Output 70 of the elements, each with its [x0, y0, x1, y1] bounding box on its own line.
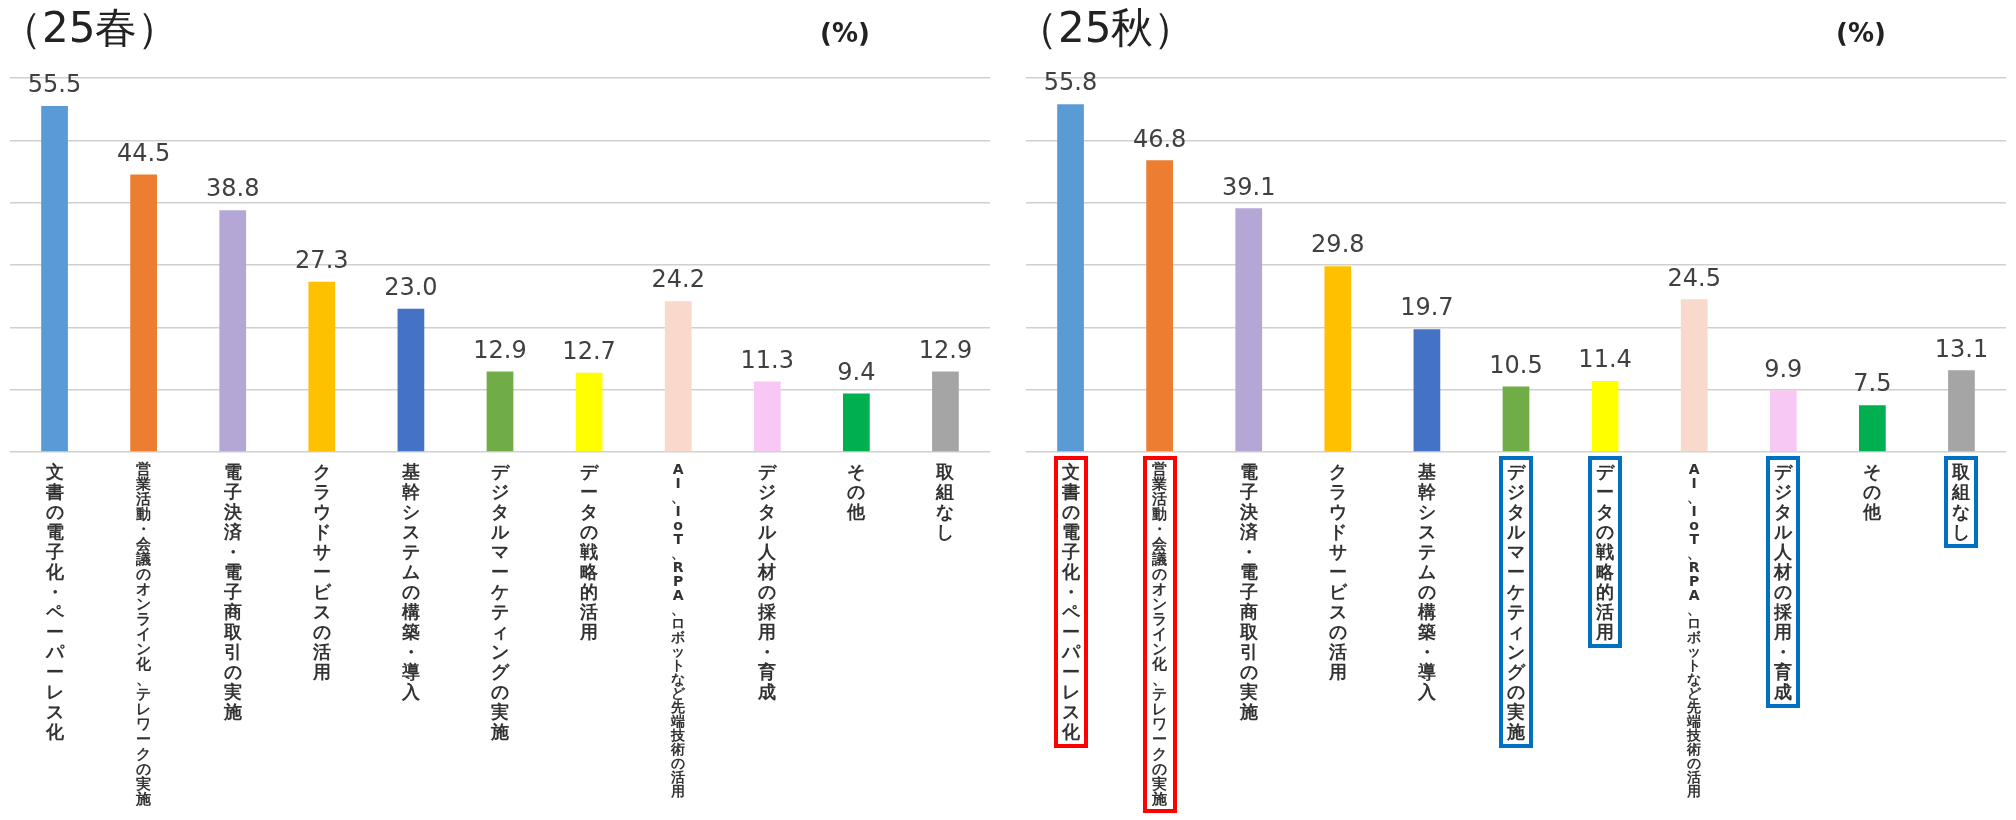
data-label: 29.8	[1311, 230, 1365, 259]
data-label: 46.8	[1132, 124, 1187, 153]
y-axis-title: (%)	[820, 18, 870, 48]
data-label: 9.4	[837, 357, 876, 386]
bar	[932, 371, 959, 452]
chart-title: （25秋）	[1016, 2, 1196, 54]
data-label: 12.9	[918, 335, 973, 364]
bar	[219, 210, 247, 452]
data-label: 27.3	[295, 246, 349, 275]
bar	[1680, 299, 1708, 452]
category-label: AI、IoT、RPA、ロボットなど先端技術の活用	[1687, 461, 1702, 799]
category-label: 文書の電子化・ペーパーレス化	[45, 461, 64, 742]
category-label: 文書の電子化・ペーパーレス化	[1061, 461, 1080, 742]
bar	[486, 371, 514, 452]
bar	[1502, 386, 1530, 452]
data-label: 11.3	[740, 345, 794, 374]
category-label: AI、IoT、RPA、ロボットなど先端技術の活用	[671, 461, 686, 799]
data-label: 12.7	[562, 337, 616, 366]
category-label: 基幹システムの構築・導入	[1417, 461, 1436, 702]
category-label: クラウドサービスの活用	[312, 461, 331, 682]
bar	[664, 301, 692, 452]
x-tick-label: 取組なし	[934, 461, 956, 542]
category-label: デジタルマーケティングの実施	[491, 461, 509, 742]
data-label: 10.5	[1489, 350, 1543, 379]
category-label: 営業活動・会議のオンライン化、テレワークの実施	[136, 460, 152, 808]
bar	[1235, 208, 1263, 452]
data-label: 39.1	[1222, 172, 1276, 201]
x-tick-label: 取組なし	[1950, 461, 1972, 542]
data-label: 23.0	[384, 272, 438, 301]
category-label: データの戦略的活用	[1596, 461, 1615, 642]
bar	[1413, 329, 1441, 452]
data-label: 24.2	[651, 265, 705, 294]
data-label: 19.7	[1400, 293, 1454, 322]
data-label: 13.1	[1934, 334, 1989, 363]
data-label: 38.8	[206, 174, 260, 203]
data-label: 9.9	[1764, 354, 1803, 383]
category-label: 営業活動・会議のオンライン化、テレワークの実施	[1152, 460, 1168, 808]
bar	[1948, 370, 1975, 452]
category-label: デジタル人材の採用・育成	[758, 461, 777, 702]
bar	[1769, 390, 1797, 452]
category-label: データの戦略的活用	[580, 461, 599, 642]
category-label: クラウドサービスの活用	[1328, 461, 1347, 682]
x-tick-label: その他	[845, 461, 867, 522]
data-label: 12.9	[473, 335, 527, 364]
bar	[753, 381, 781, 452]
category-label: 基幹システムの構築・導入	[401, 461, 420, 702]
bar	[843, 393, 870, 452]
bar	[1324, 266, 1352, 452]
category-label: デジタル人材の採用・育成	[1774, 461, 1793, 702]
chart-title: （25春）	[0, 2, 180, 54]
data-label: 11.4	[1578, 345, 1632, 374]
bar	[397, 308, 425, 452]
x-tick-label: その他	[1861, 461, 1883, 522]
bar	[575, 372, 603, 452]
data-label: 55.8	[1043, 68, 1098, 97]
bar	[41, 106, 68, 452]
bar	[1057, 104, 1084, 452]
data-label: 55.5	[27, 70, 82, 99]
bar	[308, 281, 336, 452]
bar	[1859, 405, 1886, 452]
data-label: 24.5	[1667, 263, 1721, 292]
bar	[130, 174, 157, 452]
data-label: 7.5	[1853, 369, 1892, 398]
category-label: 電子決済・電子商取引の実施	[1239, 461, 1258, 722]
category-label: 電子決済・電子商取引の実施	[223, 461, 242, 722]
bar	[1591, 380, 1619, 452]
category-label: デジタルマーケティングの実施	[1507, 461, 1525, 742]
y-axis-title: (%)	[1836, 18, 1886, 48]
data-label: 44.5	[116, 138, 171, 167]
bar	[1146, 160, 1173, 452]
